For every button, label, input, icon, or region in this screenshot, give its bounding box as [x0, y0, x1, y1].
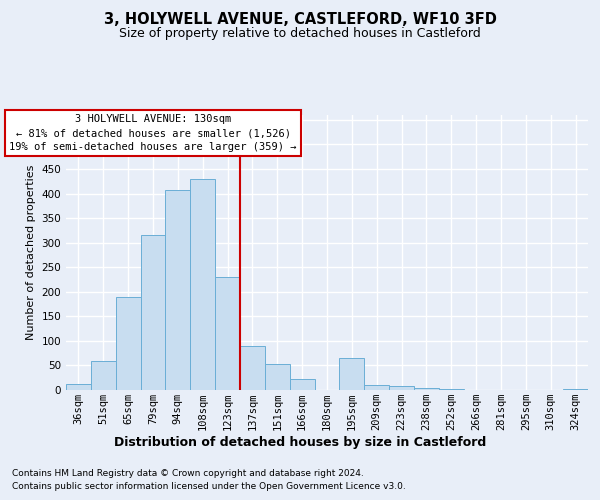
Text: Distribution of detached houses by size in Castleford: Distribution of detached houses by size … [114, 436, 486, 449]
Bar [215, 277, 240, 390]
Bar [340, 358, 364, 390]
Bar [439, 389, 464, 390]
Bar [190, 179, 215, 390]
Bar [265, 364, 290, 390]
Bar [166, 190, 190, 390]
Bar [116, 296, 140, 390]
Bar [66, 384, 91, 390]
Bar [414, 388, 439, 390]
Bar [563, 388, 588, 390]
Text: Size of property relative to detached houses in Castleford: Size of property relative to detached ho… [119, 28, 481, 40]
Bar [140, 236, 166, 390]
Bar [290, 379, 314, 390]
Y-axis label: Number of detached properties: Number of detached properties [26, 165, 36, 340]
Text: Contains HM Land Registry data © Crown copyright and database right 2024.: Contains HM Land Registry data © Crown c… [12, 468, 364, 477]
Bar [240, 346, 265, 390]
Text: Contains public sector information licensed under the Open Government Licence v3: Contains public sector information licen… [12, 482, 406, 491]
Bar [389, 386, 414, 390]
Bar [91, 360, 116, 390]
Bar [364, 385, 389, 390]
Text: 3, HOLYWELL AVENUE, CASTLEFORD, WF10 3FD: 3, HOLYWELL AVENUE, CASTLEFORD, WF10 3FD [104, 12, 496, 28]
Text: 3 HOLYWELL AVENUE: 130sqm
← 81% of detached houses are smaller (1,526)
19% of se: 3 HOLYWELL AVENUE: 130sqm ← 81% of detac… [9, 114, 297, 152]
